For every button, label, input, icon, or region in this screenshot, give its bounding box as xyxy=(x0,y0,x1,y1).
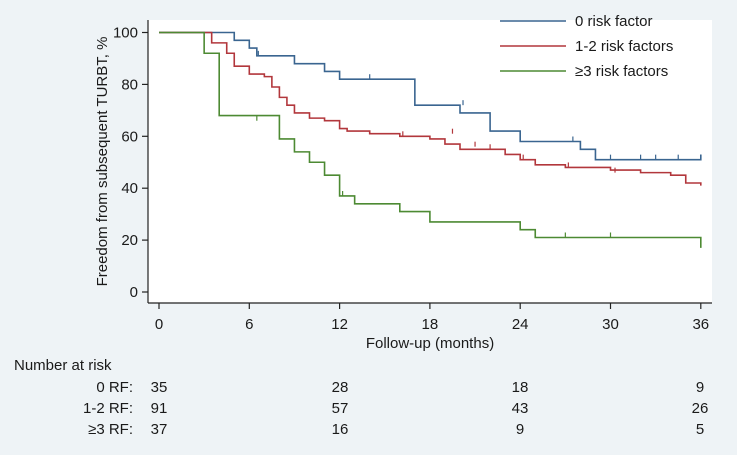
risk-row-label-3rf: ≥3 RF: xyxy=(88,421,133,438)
x-tick-label: 30 xyxy=(602,316,619,333)
y-tick-label: 20 xyxy=(121,232,138,249)
legend-label-2: ≥3 risk factors xyxy=(575,63,668,80)
x-tick-label: 18 xyxy=(422,316,439,333)
legend-label-1: 1-2 risk factors xyxy=(575,38,673,55)
risk-value: 5 xyxy=(695,421,705,438)
risk-table-title: Number at risk xyxy=(14,357,112,374)
risk-value: 43 xyxy=(511,400,529,417)
risk-row-label-0rf: 0 RF: xyxy=(96,379,133,396)
y-tick-label: 60 xyxy=(121,128,138,145)
series-line-2 xyxy=(159,31,702,248)
risk-value: 37 xyxy=(150,421,168,438)
x-axis-title: Follow-up (months) xyxy=(366,335,494,352)
risk-value: 18 xyxy=(511,379,529,396)
y-axis-title: Freedom from subsequent TURBT, % xyxy=(94,37,111,287)
plot-area xyxy=(148,20,712,303)
risk-value: 35 xyxy=(150,379,168,396)
risk-value: 26 xyxy=(691,400,709,417)
risk-value: 16 xyxy=(331,421,349,438)
series-line-1 xyxy=(159,31,702,186)
x-tick-label: 36 xyxy=(692,316,709,333)
risk-value: 57 xyxy=(331,400,349,417)
series-line-0 xyxy=(159,31,702,161)
x-tick-label: 0 xyxy=(155,316,163,333)
y-tick-label: 40 xyxy=(121,180,138,197)
x-tick-label: 12 xyxy=(331,316,348,333)
risk-value: 9 xyxy=(515,421,525,438)
legend-label-0: 0 risk factor xyxy=(575,13,653,30)
y-tick-label: 80 xyxy=(121,76,138,93)
risk-value: 9 xyxy=(695,379,705,396)
x-tick-label: 24 xyxy=(512,316,529,333)
y-tick-label: 0 xyxy=(130,284,138,301)
risk-row-label-1-2rf: 1-2 RF: xyxy=(82,400,133,417)
y-tick-label: 100 xyxy=(113,25,138,42)
x-tick-label: 6 xyxy=(245,316,253,333)
risk-value: 28 xyxy=(331,379,349,396)
risk-value: 91 xyxy=(150,400,168,417)
